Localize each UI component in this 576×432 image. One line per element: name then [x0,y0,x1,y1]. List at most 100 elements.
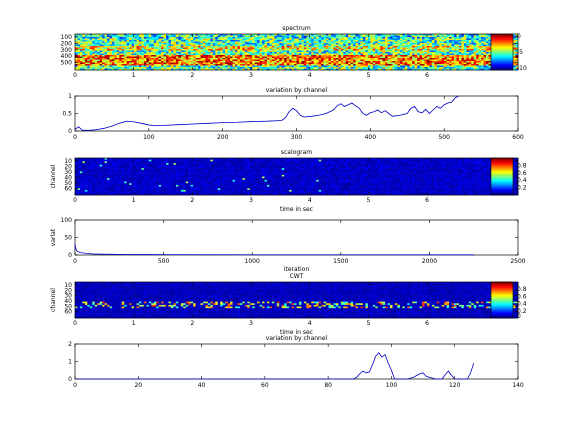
heatmap-cell [84,65,88,68]
heatmap-cell [175,161,179,164]
colorbar-swatch [491,56,513,58]
x-tick-label: 200 [217,134,229,141]
heatmap-cell [217,34,221,36]
heatmap-cell [79,53,83,56]
heatmap-cell [247,52,251,54]
heatmap-cell [358,158,361,160]
heatmap-cell [131,44,135,47]
heatmap-cell [429,59,433,62]
heatmap-cell [121,58,125,60]
heatmap-cell [434,64,438,66]
heatmap-cell [284,44,287,47]
heatmap-cell [353,40,356,42]
heatmap-cell [308,40,312,42]
heatmap-cell [365,38,369,41]
heatmap-cell [311,61,315,63]
heatmap-cell [102,67,105,69]
heatmap-cell [193,65,196,68]
heatmap-cell [399,47,403,50]
heatmap-cell [109,34,113,36]
heatmap-cell [92,35,95,38]
heatmap-cell [242,50,246,53]
heatmap-cell [178,67,182,69]
heatmap-cell [75,53,78,56]
heatmap-cell [296,50,300,53]
heatmap-cell [190,50,194,53]
heatmap-cell [419,38,423,41]
heatmap-cell [316,67,319,69]
heatmap-cell [301,47,305,50]
heatmap-cell [227,61,231,63]
heatmap-cell [380,159,383,162]
heatmap-cell [345,55,349,57]
heatmap-cell [468,50,472,53]
heatmap-cell [274,53,278,56]
heatmap-cell [301,34,305,36]
heatmap-cell [109,67,113,69]
heatmap-cell [99,38,103,41]
heatmap-cell [385,61,388,63]
heatmap-cell [234,41,238,44]
heatmap-cell [109,61,113,63]
heatmap-cell [298,67,302,69]
heatmap-cell [414,43,418,45]
heatmap-cell [134,52,137,54]
heatmap-cell [75,50,78,53]
heatmap-cell [89,163,93,166]
heatmap-cell [279,46,283,48]
heatmap-cell [269,46,273,48]
heatmap-cell [124,34,127,36]
heatmap-cell [426,161,430,164]
heatmap-cell [439,37,442,39]
heatmap-cell [232,161,236,164]
heatmap-cell [244,44,248,47]
heatmap-cell [227,52,231,54]
heatmap-cell [434,67,438,69]
heatmap-cell [146,67,150,69]
heatmap-cell [303,35,307,38]
heatmap-cell [111,37,115,39]
heatmap-cell [399,49,403,51]
heatmap-cell [449,43,452,45]
heatmap-cell [375,43,379,45]
heatmap-cell [330,61,334,63]
heatmap-cell [178,68,182,71]
heatmap-cell [289,61,292,63]
heatmap-cell [141,44,145,47]
heatmap-cell [409,37,413,39]
heatmap-cell [392,40,396,42]
heatmap-cell [262,40,265,42]
heatmap-cell [75,61,78,63]
heatmap-cell [237,58,241,60]
heatmap-cell [188,43,191,45]
heatmap-cell [151,34,155,36]
heatmap-cell [471,50,474,53]
heatmap-cell [483,62,487,65]
heatmap-cell [138,53,142,56]
heatmap-cell [138,52,142,54]
heatmap-cell [207,43,211,45]
heatmap-cell [143,43,147,45]
heatmap-cell [311,161,315,164]
heatmap-cell [328,56,332,59]
heatmap-cell [121,65,125,68]
heatmap-cell [436,50,440,53]
heatmap-cell [129,68,132,71]
heatmap-cell [461,159,465,162]
heatmap-cell [225,158,228,160]
heatmap-cell [434,49,438,51]
heatmap-cell [375,55,379,57]
heatmap-cell [131,58,135,60]
heatmap-cell [114,56,118,59]
heatmap-cell [355,68,359,71]
heatmap-cell [200,58,204,60]
heatmap-cell [254,46,258,48]
heatmap-cell [188,46,191,48]
heatmap-cell [446,58,450,60]
heatmap-cell [348,40,351,42]
heatmap-cell [119,50,123,53]
heatmap-cell [170,67,174,69]
heatmap-cell [212,55,216,57]
heatmap-cell [449,161,452,164]
heatmap-cell [266,59,270,62]
